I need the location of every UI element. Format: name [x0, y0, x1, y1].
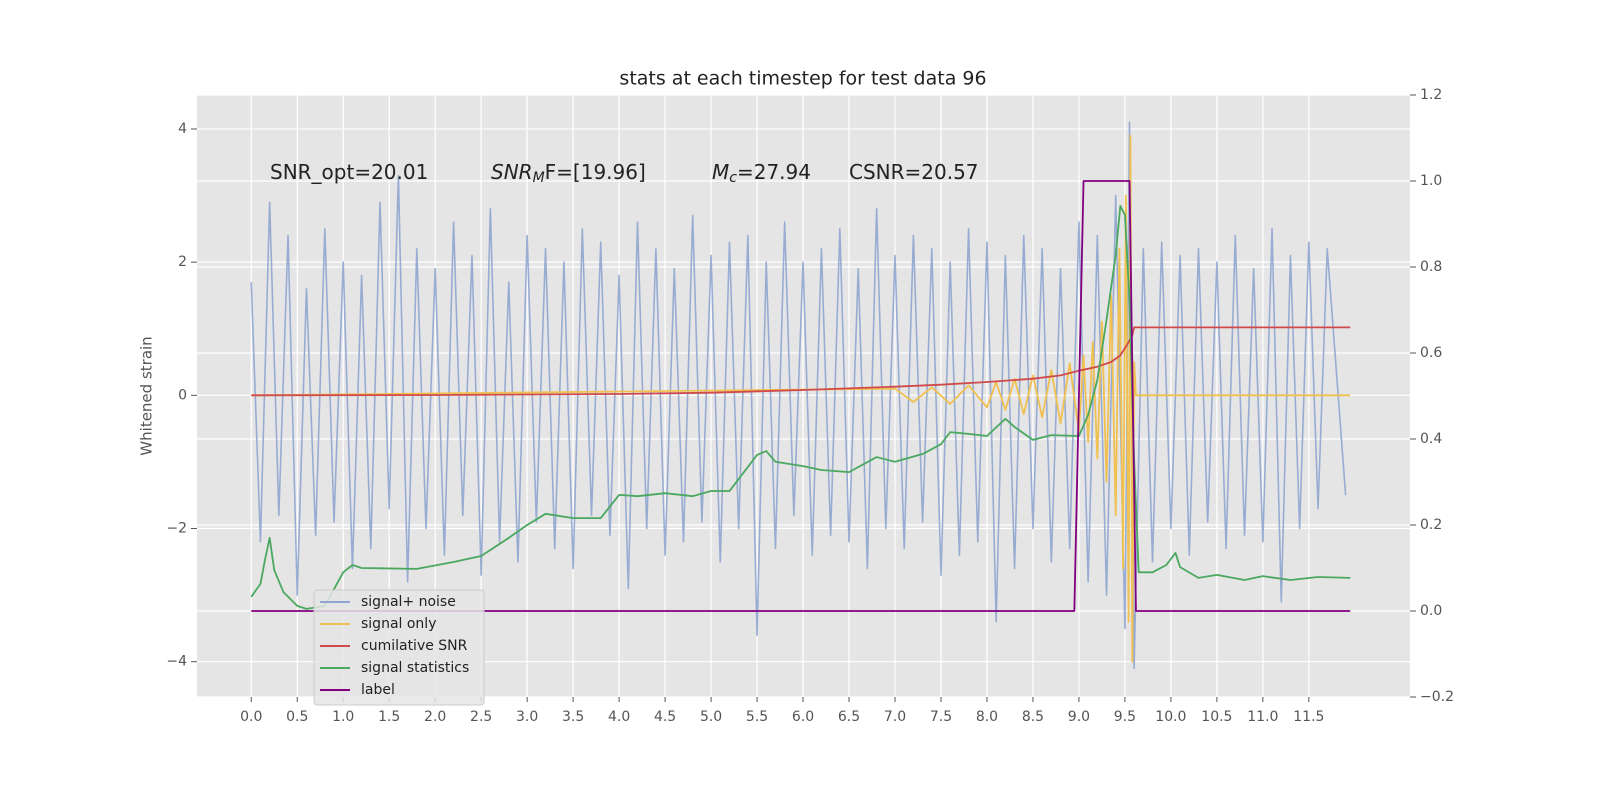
annotation: SNRMF=[19.96] — [491, 160, 646, 187]
legend-box — [313, 589, 485, 706]
x-tick-label: 8.5 — [1022, 709, 1044, 725]
y-tick-label: 0 — [178, 387, 187, 403]
annotation-math: SNR — [491, 160, 533, 184]
marks — [250, 121, 1351, 670]
y-tick-label: −4 — [166, 654, 187, 670]
overlay: 0.0 0.5 1.0 1.5 2.0 2.5 3.0 3.5 4.0 4.5 5.0 5.5 6.0 6… — [166, 87, 1454, 725]
legend-label: cumilative SNR — [361, 638, 468, 654]
x-tick-label: 6.5 — [838, 709, 860, 725]
annotation-text: SNR_opt=20.01 — [270, 160, 428, 184]
y-tick-label: −2 — [166, 521, 187, 537]
x-tick-label: 5.0 — [700, 709, 722, 725]
x-tick-label: 3.5 — [562, 709, 584, 725]
x-tick-label: 2.0 — [424, 709, 446, 725]
annotation-sub: c — [729, 170, 737, 186]
y2-tick-label: −0.2 — [1420, 689, 1454, 705]
y2-tick-label: 0.4 — [1420, 431, 1442, 447]
annotation: CSNR=20.57 — [849, 160, 979, 184]
x-tick-label: 11.5 — [1293, 709, 1324, 725]
y2-tick-label: 0.2 — [1420, 517, 1442, 533]
x-tick-label: 4.0 — [608, 709, 630, 725]
x-tick-label: 1.5 — [378, 709, 400, 725]
x-tick-label: 9.0 — [1068, 709, 1090, 725]
y-tick-label: 2 — [178, 254, 187, 270]
y2-tick-label: 0.0 — [1420, 603, 1442, 619]
x-tick-label: 1.0 — [332, 709, 354, 725]
legend-label: label — [361, 682, 395, 698]
y2-tick-label: 0.8 — [1420, 259, 1442, 275]
x-tick-label: 6.0 — [792, 709, 814, 725]
legend-label: signal+ noise — [361, 594, 456, 610]
y-tick-label: 4 — [178, 121, 187, 137]
x-tick-label: 11.0 — [1247, 709, 1278, 725]
annotation-math: M — [712, 160, 729, 184]
series-line — [250, 121, 1347, 670]
x-tick-label: 9.5 — [1114, 709, 1136, 725]
series-line — [251, 180, 1351, 612]
x-tick-label: 0.5 — [286, 709, 308, 725]
x-tick-label: 5.5 — [746, 709, 768, 725]
annotation-text: F=[19.96] — [545, 160, 646, 184]
annotation: SNR_opt=20.01 — [270, 160, 428, 184]
x-tick-label: 8.0 — [976, 709, 998, 725]
legend-label: signal statistics — [361, 660, 469, 676]
annotation: Mc=27.94 — [712, 160, 811, 187]
legend-label: signal only — [361, 616, 436, 632]
x-tick-label: 7.0 — [884, 709, 906, 725]
y2-tick-label: 0.6 — [1420, 345, 1442, 361]
annotation-text: CSNR=20.57 — [849, 160, 979, 184]
x-tick-label: 3.0 — [516, 709, 538, 725]
x-tick-label: 10.0 — [1155, 709, 1186, 725]
x-tick-label: 4.5 — [654, 709, 676, 725]
y2-tick-label: 1.2 — [1420, 87, 1442, 103]
chart-title: stats at each timestep for test data 96 — [619, 68, 986, 90]
annotation-sub: M — [533, 170, 545, 186]
x-tick-label: 10.5 — [1201, 709, 1232, 725]
x-tick-label: 7.5 — [930, 709, 952, 725]
y-axis-label: Whitened strain — [138, 336, 156, 455]
series-line — [251, 134, 1351, 663]
y2-tick-label: 1.0 — [1420, 173, 1442, 189]
x-tick-label: 2.5 — [470, 709, 492, 725]
x-tick-label: 0.0 — [240, 709, 262, 725]
series-line — [250, 205, 1351, 610]
annotation-text: =27.94 — [737, 160, 811, 184]
